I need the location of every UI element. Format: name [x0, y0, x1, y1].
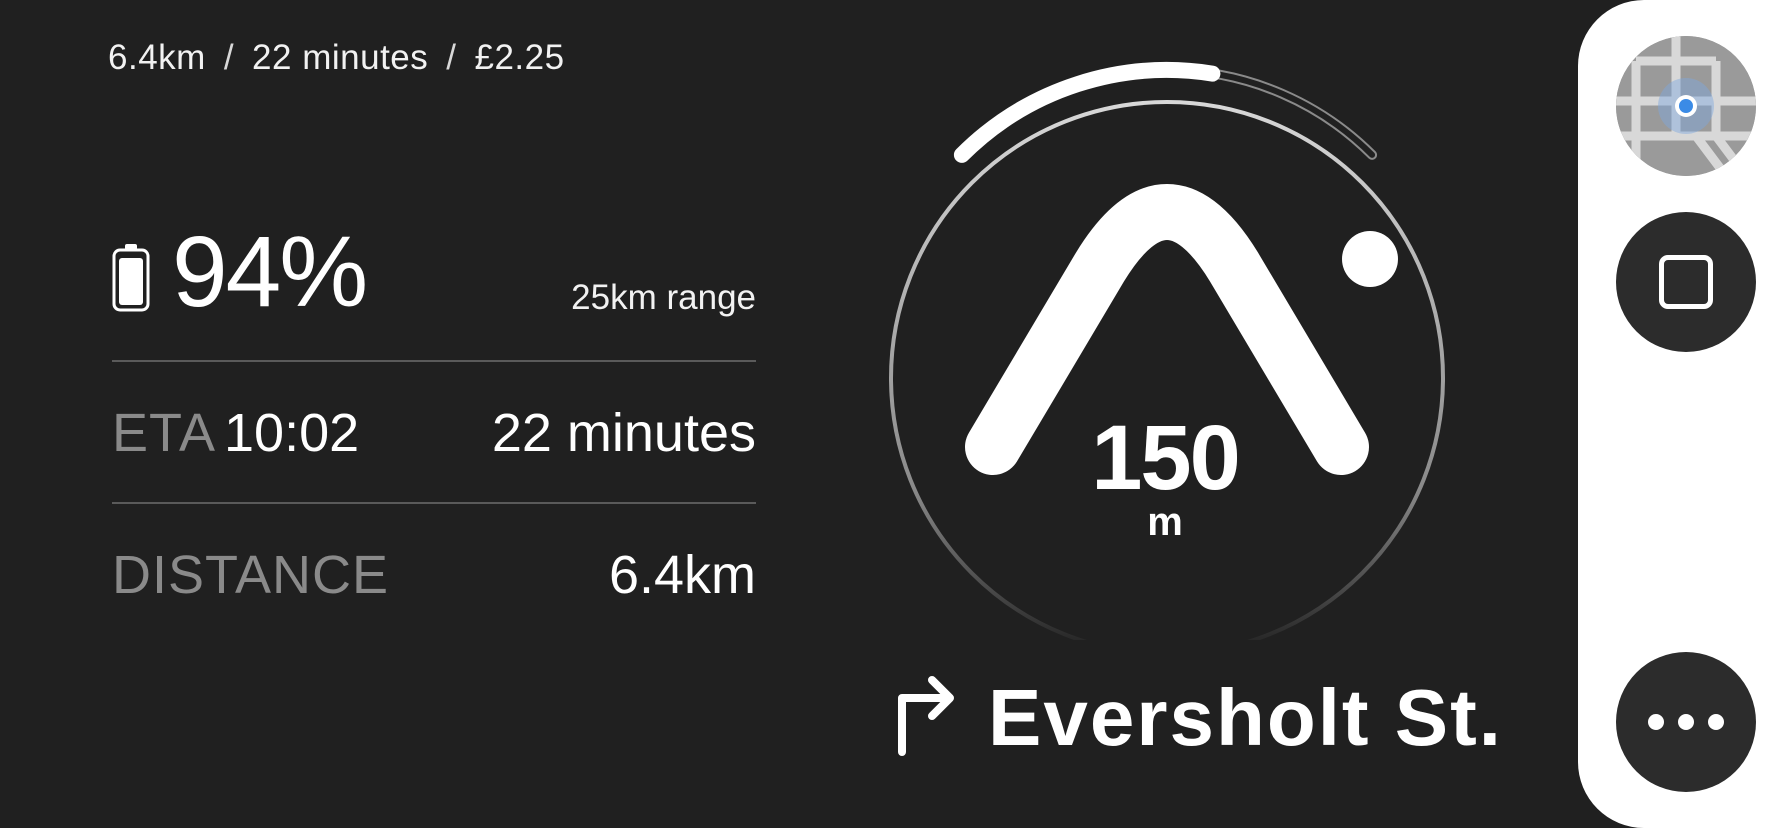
- summary-separator: /: [223, 38, 235, 77]
- ride-stats: 94% 25km range ETA 10:02 22 minutes DIST…: [112, 216, 756, 644]
- battery-percentage: 94%: [172, 216, 368, 328]
- eta-duration: 22 minutes: [491, 403, 756, 463]
- route-shape-icon: [965, 184, 1369, 475]
- more-options-button[interactable]: [1616, 652, 1756, 792]
- progress-arc: [953, 62, 1221, 163]
- position-dot: [1342, 231, 1398, 287]
- battery-row: 94% 25km range: [112, 216, 756, 360]
- map-button[interactable]: [1616, 36, 1756, 176]
- map-icon: [1616, 36, 1756, 176]
- summary-duration: 22 minutes: [252, 38, 429, 77]
- battery-icon: [112, 244, 150, 312]
- street-name: Eversholt St.: [988, 673, 1504, 762]
- maneuver-distance-unit: m: [1147, 500, 1183, 544]
- distance-value: 6.4km: [608, 545, 756, 605]
- divider: [112, 360, 756, 362]
- more-options-icon: [1648, 714, 1724, 730]
- eta-label: ETA: [112, 403, 217, 463]
- trip-summary: 6.4km / 22 minutes / £2.25: [108, 38, 565, 78]
- stop-button[interactable]: [1616, 212, 1756, 352]
- divider: [112, 502, 756, 504]
- summary-separator: /: [446, 38, 457, 77]
- turn-right-icon: [898, 676, 954, 756]
- gauge-ring: [889, 100, 1445, 640]
- distance-label: DISTANCE: [112, 545, 390, 605]
- stop-icon: [1659, 255, 1713, 309]
- summary-cost: £2.25: [474, 38, 565, 77]
- maneuver-gauge: [889, 62, 1445, 640]
- distance-row: DISTANCE 6.4km: [112, 504, 756, 644]
- eta-time: 10:02: [224, 403, 360, 463]
- battery-range: 25km range: [571, 278, 756, 317]
- maneuver-distance: 150: [1091, 407, 1241, 509]
- summary-distance: 6.4km: [108, 38, 206, 77]
- eta-row: ETA 10:02 22 minutes: [112, 362, 756, 502]
